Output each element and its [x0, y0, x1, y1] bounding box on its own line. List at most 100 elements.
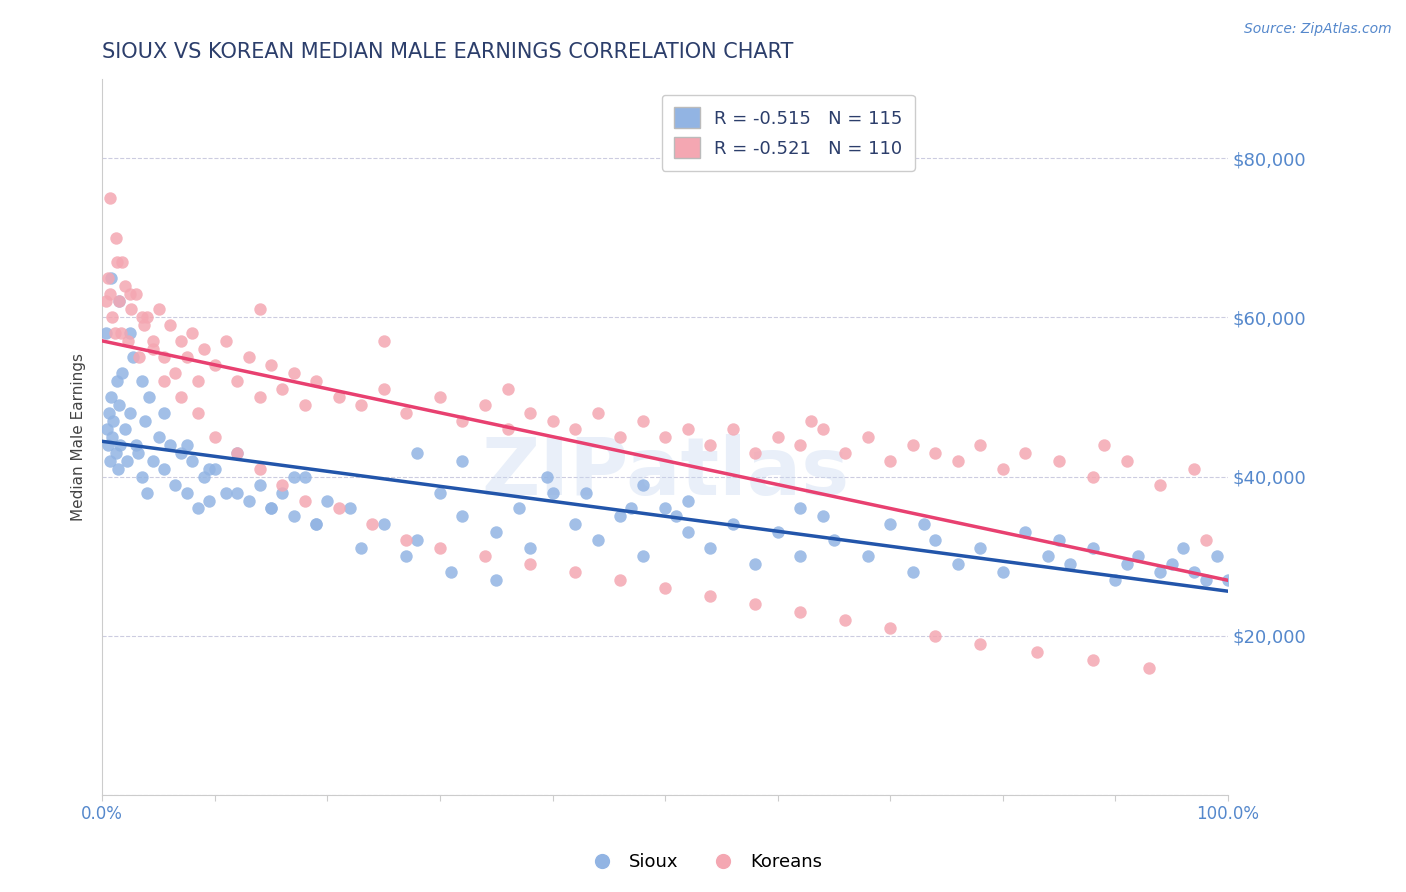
Text: SIOUX VS KOREAN MEDIAN MALE EARNINGS CORRELATION CHART: SIOUX VS KOREAN MEDIAN MALE EARNINGS COR… — [103, 42, 793, 62]
Point — [631, 477, 654, 491]
Point — [136, 485, 159, 500]
Point — [395, 533, 418, 548]
Point — [127, 446, 149, 460]
Point — [153, 350, 176, 364]
Point — [121, 350, 143, 364]
Point — [204, 430, 226, 444]
Point — [110, 326, 132, 341]
Point — [676, 422, 699, 436]
Point — [198, 493, 221, 508]
Point — [721, 422, 744, 436]
Point — [766, 525, 789, 540]
Point — [575, 485, 598, 500]
Point — [654, 501, 676, 516]
Point — [105, 254, 128, 268]
Point — [699, 589, 721, 603]
Point — [620, 501, 643, 516]
Point — [451, 509, 474, 524]
Point — [744, 446, 766, 460]
Point — [1137, 661, 1160, 675]
Point — [226, 446, 249, 460]
Point — [541, 485, 564, 500]
Point — [94, 326, 117, 341]
Point — [142, 343, 165, 357]
Point — [496, 422, 519, 436]
Point — [238, 350, 260, 364]
Point — [429, 390, 451, 404]
Point — [373, 334, 395, 349]
Point — [181, 326, 204, 341]
Point — [744, 597, 766, 611]
Point — [609, 573, 631, 587]
Point — [1149, 477, 1171, 491]
Point — [991, 565, 1014, 579]
Point — [654, 430, 676, 444]
Point — [564, 565, 586, 579]
Point — [181, 453, 204, 467]
Point — [97, 438, 120, 452]
Point — [170, 446, 193, 460]
Point — [260, 358, 283, 372]
Point — [120, 406, 142, 420]
Point — [1182, 565, 1205, 579]
Point — [991, 461, 1014, 475]
Point — [98, 286, 121, 301]
Point — [901, 438, 924, 452]
Point — [165, 477, 187, 491]
Point — [395, 549, 418, 564]
Point — [811, 509, 834, 524]
Point — [226, 374, 249, 388]
Point — [98, 453, 121, 467]
Point — [204, 358, 226, 372]
Point — [474, 549, 496, 564]
Point — [969, 637, 991, 651]
Point — [120, 326, 142, 341]
Point — [1115, 453, 1137, 467]
Point — [249, 302, 271, 317]
Point — [101, 310, 124, 325]
Point — [294, 493, 316, 508]
Point — [271, 485, 294, 500]
Point — [100, 390, 122, 404]
Point — [969, 438, 991, 452]
Point — [187, 501, 209, 516]
Point — [721, 517, 744, 532]
Point — [1092, 438, 1115, 452]
Point — [249, 390, 271, 404]
Point — [305, 517, 328, 532]
Point — [204, 461, 226, 475]
Point — [131, 469, 153, 483]
Point — [519, 558, 541, 572]
Point — [226, 485, 249, 500]
Point — [271, 477, 294, 491]
Point — [134, 414, 156, 428]
Point — [215, 485, 238, 500]
Point — [429, 485, 451, 500]
Point — [451, 414, 474, 428]
Point — [350, 541, 373, 556]
Point — [170, 390, 193, 404]
Point — [328, 390, 350, 404]
Point — [159, 318, 181, 333]
Point — [305, 374, 328, 388]
Point — [142, 334, 165, 349]
Y-axis label: Median Male Earnings: Median Male Earnings — [72, 353, 86, 521]
Point — [519, 406, 541, 420]
Point — [339, 501, 361, 516]
Point — [901, 565, 924, 579]
Point — [1081, 541, 1104, 556]
Point — [373, 517, 395, 532]
Point — [100, 270, 122, 285]
Point — [215, 334, 238, 349]
Point — [96, 422, 118, 436]
Point — [283, 366, 305, 380]
Point — [912, 517, 935, 532]
Point — [1047, 533, 1070, 548]
Point — [142, 453, 165, 467]
Point — [879, 517, 901, 532]
Point — [834, 613, 856, 627]
Point — [406, 446, 429, 460]
Legend: R = -0.515   N = 115, R = -0.521   N = 110: R = -0.515 N = 115, R = -0.521 N = 110 — [662, 95, 915, 170]
Point — [536, 469, 558, 483]
Point — [153, 461, 176, 475]
